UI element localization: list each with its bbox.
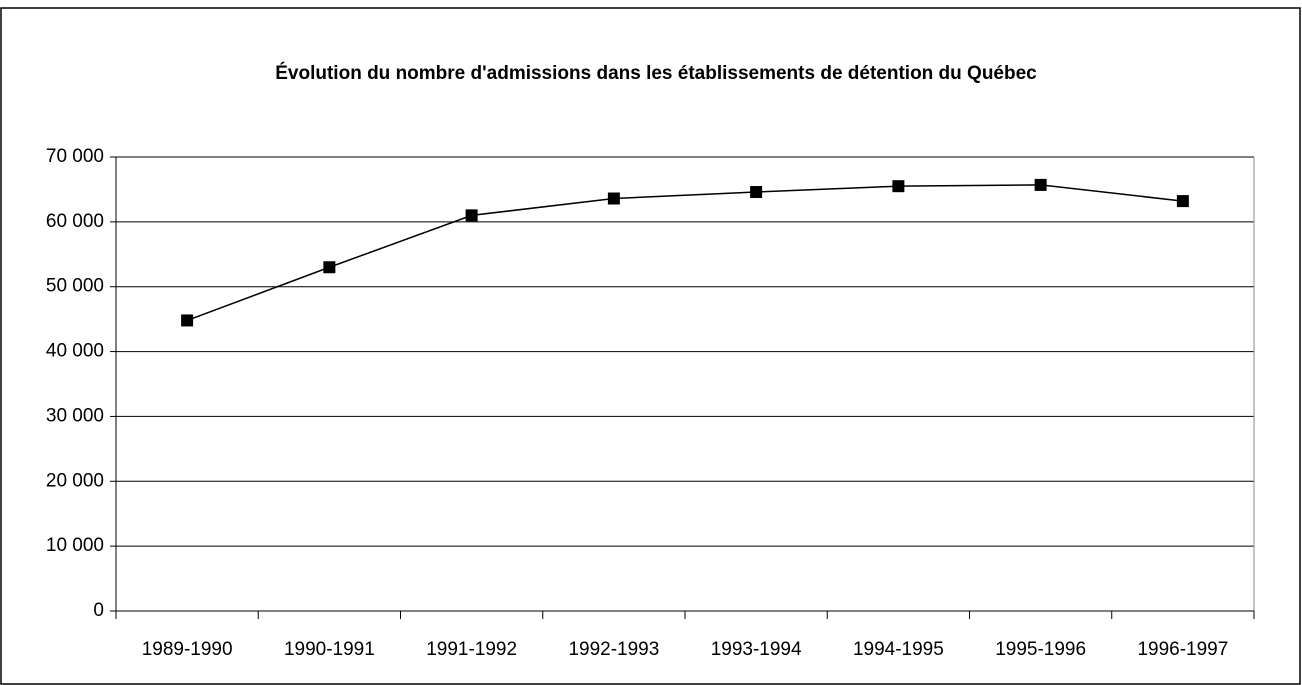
y-tick-label: 10 000 (46, 535, 104, 556)
x-tick-label: 1996-1997 (1137, 639, 1228, 660)
marker (892, 180, 905, 193)
x-tick-label: 1991-1992 (426, 639, 517, 660)
marker (750, 186, 763, 199)
y-tick-label: 30 000 (46, 405, 104, 426)
marker (323, 261, 336, 274)
marker (465, 209, 478, 222)
y-tick-label: 40 000 (46, 341, 104, 362)
x-tick-label: 1994-1995 (853, 639, 944, 660)
y-tick-label: 70 000 (46, 146, 104, 167)
marker (181, 314, 194, 327)
x-tick-label: 1989-1990 (142, 639, 233, 660)
x-tick-label: 1992-1993 (568, 639, 659, 660)
x-tick-label: 1990-1991 (284, 639, 375, 660)
line-series (186, 184, 1183, 322)
marker (607, 192, 620, 205)
marker (1034, 178, 1047, 191)
x-tick-label: 1995-1996 (995, 639, 1086, 660)
y-tick-label: 0 (93, 600, 104, 621)
y-tick-label: 50 000 (46, 276, 104, 297)
y-tick-label: 60 000 (46, 211, 104, 232)
chart-title: Évolution du nombre d'admissions dans le… (275, 63, 1037, 84)
y-tick-label: 20 000 (46, 470, 104, 491)
x-tick-label: 1993-1994 (711, 639, 802, 660)
chart-frame (0, 7, 1301, 685)
marker (1176, 195, 1189, 208)
